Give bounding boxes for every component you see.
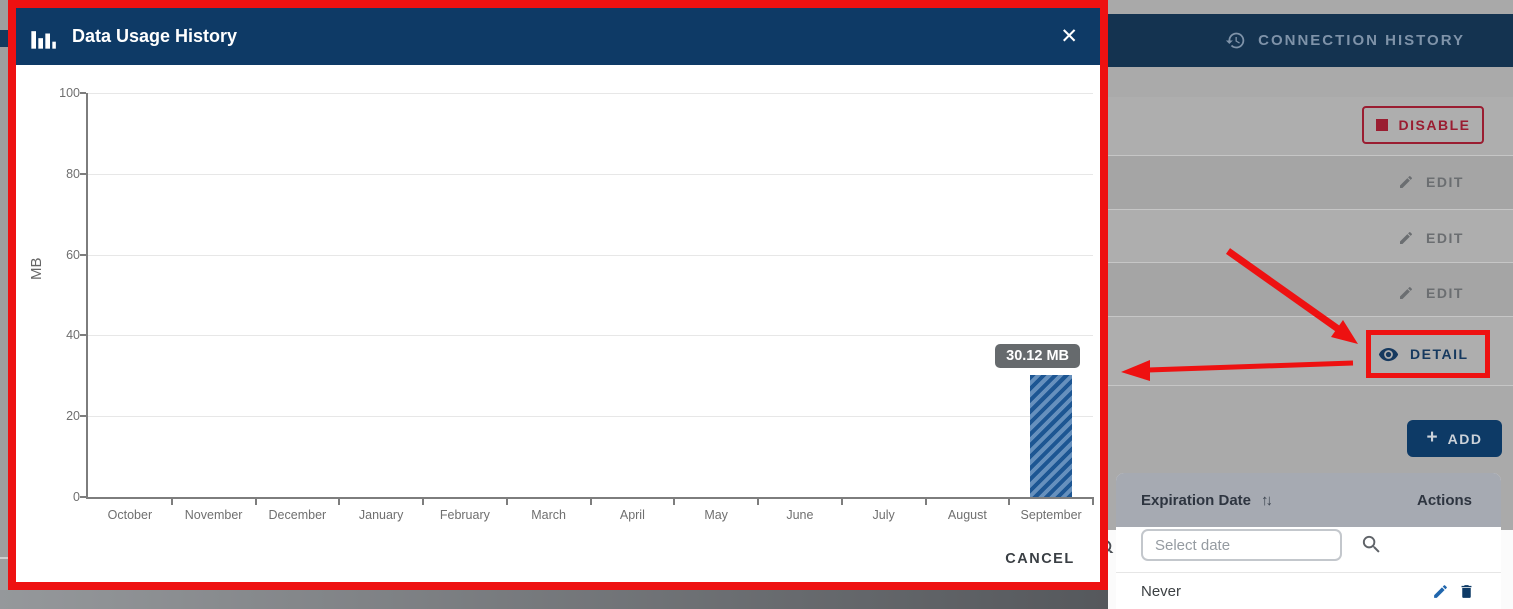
pencil-icon [1400, 175, 1413, 188]
x-tick-label: June [786, 508, 814, 522]
y-tick-mark [80, 496, 86, 498]
y-tick-mark [80, 172, 86, 175]
grid-line [88, 254, 1093, 256]
x-tick-mark [757, 499, 759, 505]
row-divider [1108, 209, 1513, 210]
x-tick-label: December [268, 508, 327, 522]
y-tick-mark [80, 334, 86, 337]
table-header-row: Expiration Date ↑↓ Actions [1116, 473, 1501, 527]
pencil-icon [1400, 231, 1413, 244]
background-bottom-band [0, 590, 1108, 609]
x-tick-mark [254, 499, 257, 505]
add-button[interactable]: + ADD [1407, 420, 1502, 457]
column-header-actions: Actions [1416, 491, 1472, 509]
y-tick-mark [80, 92, 86, 94]
x-tick-mark [505, 499, 508, 505]
history-clock-icon [1226, 32, 1245, 49]
disable-button-label: DISABLE [1398, 117, 1471, 133]
table-row [1108, 155, 1513, 209]
y-axis-line [86, 93, 88, 499]
y-tick-mark [80, 253, 86, 256]
pencil-icon [1400, 286, 1413, 299]
eye-icon [1378, 347, 1399, 361]
cancel-button[interactable]: CANCEL [1005, 551, 1075, 567]
x-tick-label: February [439, 508, 490, 522]
annotation-box-detail [1366, 330, 1490, 378]
x-tick-label: October [107, 508, 153, 522]
data-usage-modal [8, 0, 1108, 590]
usage-bar-chart: 0 20 40 60 80 100 October November December Janua… [59, 86, 1094, 522]
x-tick-label: January [358, 508, 404, 522]
row-divider [1108, 316, 1513, 317]
modal-header: Data Usage History ✕ [16, 8, 1100, 65]
x-tick-label: November [184, 508, 243, 522]
modal-title: Data Usage History [72, 26, 238, 46]
trash-icon[interactable] [1458, 583, 1475, 600]
bar-tooltip: 30.12 MB [995, 344, 1080, 369]
edit-button[interactable]: EDIT [1398, 280, 1482, 306]
bar-chart-icon [31, 30, 56, 49]
x-tick-label: July [872, 508, 895, 522]
x-tick-mark [422, 499, 424, 505]
expiration-table-card: Expiration Date ↑↓ Actions Never [1116, 473, 1501, 609]
close-icon[interactable]: ✕ [1060, 25, 1078, 48]
grid-line [88, 93, 1093, 94]
background-left-divider [0, 557, 8, 559]
x-tick-label: March [531, 508, 566, 522]
stop-square-icon [1375, 119, 1388, 131]
y-tick-label: 60 [66, 247, 80, 262]
x-tick-label: May [704, 508, 728, 522]
detail-button-label: DETAIL [1410, 346, 1469, 362]
detail-button[interactable]: DETAIL [1378, 341, 1482, 367]
plus-icon: + [1426, 427, 1438, 448]
y-tick-mark [80, 415, 86, 418]
tab-connection-history-label: CONNECTION HISTORY [1258, 32, 1465, 49]
x-tick-mark [589, 499, 592, 505]
x-tick-label: August [947, 508, 987, 522]
table-row: Never [1116, 572, 1501, 609]
y-tick-label: 40 [66, 328, 80, 343]
background-left-edge [0, 0, 8, 592]
edit-button-label: EDIT [1426, 285, 1464, 301]
background-top-strip [1108, 0, 1513, 14]
x-tick-mark [840, 499, 843, 505]
x-tick-label: April [619, 508, 645, 522]
y-tick-label: 20 [66, 409, 80, 424]
disable-button[interactable]: DISABLE [1362, 106, 1484, 144]
row-divider [1108, 385, 1513, 386]
x-tick-mark [1008, 499, 1011, 505]
x-axis-line [86, 497, 1094, 499]
add-button-label: ADD [1447, 430, 1483, 447]
grid-line [88, 335, 1093, 337]
sort-arrows-icon[interactable]: ↑↓ [1261, 491, 1273, 509]
x-tick-mark [338, 499, 341, 505]
partially-hidden-search-icon [1108, 537, 1120, 553]
device-detail-navbar: CONNECTION HISTORY [1108, 14, 1513, 67]
grid-line [88, 173, 1093, 175]
search-icon[interactable] [1360, 533, 1384, 557]
column-header-expiration-date: Expiration Date [1141, 491, 1252, 509]
x-tick-mark [673, 499, 676, 505]
pencil-icon[interactable] [1432, 583, 1449, 600]
expiration-date-cell: Never [1141, 582, 1182, 600]
edit-button[interactable]: EDIT [1398, 225, 1482, 251]
x-tick-mark [1092, 499, 1094, 505]
y-tick-label: 80 [66, 166, 80, 181]
x-tick-mark [924, 499, 927, 505]
x-tick-label: September [1020, 508, 1082, 522]
date-filter-input[interactable] [1141, 529, 1342, 561]
x-tick-mark [170, 499, 173, 505]
edit-button-label: EDIT [1426, 230, 1464, 246]
row-divider [1108, 262, 1513, 263]
grid-line [88, 416, 1093, 418]
background-left-navbar-fragment [0, 30, 8, 47]
y-tick-label: 0 [73, 490, 80, 504]
edit-button[interactable]: EDIT [1398, 169, 1482, 195]
edit-button-label: EDIT [1426, 174, 1464, 190]
y-tick-label: 100 [59, 86, 80, 100]
bar-september[interactable] [1030, 375, 1073, 497]
tab-connection-history[interactable]: CONNECTION HISTORY [1225, 30, 1465, 51]
row-divider [1108, 155, 1513, 156]
